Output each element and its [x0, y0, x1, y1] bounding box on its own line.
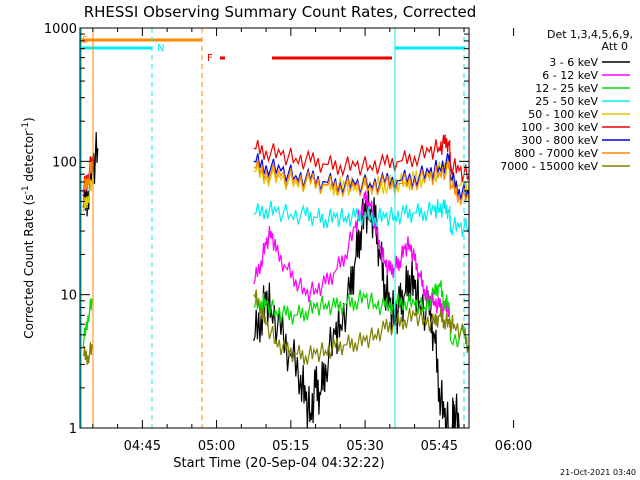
x-tick-label: 04:45: [124, 439, 161, 454]
footer-timestamp: 21-Oct-2021 03:40: [560, 468, 636, 477]
series-8-segment-1: [253, 289, 469, 365]
series-layer: [82, 132, 469, 428]
series-2-segment-0: [82, 298, 94, 348]
legend-label: 25 - 50 keV: [535, 95, 598, 108]
y-axis-label-mid: detector: [22, 131, 36, 186]
y-axis-label-main: Corrected Count Rate (s: [22, 194, 36, 338]
y-axis-label-end: ): [22, 117, 36, 122]
legend-label: 6 - 12 keV: [542, 69, 598, 82]
flag-n: N: [157, 43, 164, 54]
y-axis-label-sup2: -1: [21, 122, 31, 131]
flag-f: F: [207, 53, 213, 64]
x-axis-label: Start Time (20-Sep-04 04:32:22): [173, 456, 384, 471]
series-4-segment-0: [82, 179, 94, 212]
annotation-layer: [80, 28, 465, 428]
y-axis-label: Corrected Count Rate (s-1 detector-1): [21, 117, 36, 338]
series-0-segment-2: [451, 393, 460, 428]
y-tick-label: 10: [60, 289, 77, 304]
y-tick-label: 100: [52, 155, 77, 170]
y-axis-label-sup1: -1: [21, 185, 31, 194]
x-tick-label: 05:15: [272, 439, 309, 454]
y-tick-label: 1000: [44, 22, 77, 37]
x-tick-label: 05:00: [198, 439, 235, 454]
legend-header-attenuator: Att 0: [602, 40, 628, 53]
x-tick-label: 05:45: [421, 439, 458, 454]
legend-label: 12 - 25 keV: [535, 82, 598, 95]
legend-label: 3 - 6 keV: [549, 56, 598, 69]
y-axis: 1 10 100 1000: [44, 22, 469, 437]
flag-s: S: [82, 35, 88, 46]
legend-label: 300 - 800 keV: [521, 134, 598, 147]
series-7-segment-1: [253, 159, 469, 206]
series-8-segment-0: [83, 342, 94, 365]
legend-header-detectors: Det 1,3,4,5,6,9,: [547, 28, 633, 41]
x-axis: 04:45 05:00 05:15 05:30 05:45 06:00: [92, 28, 532, 454]
svg-text:Corrected Count Rate (s-1 dete: Corrected Count Rate (s-1 detector-1): [21, 117, 36, 338]
series-0-segment-1: [253, 187, 450, 428]
legend-label: 50 - 100 keV: [528, 108, 598, 121]
y-tick-label: 1: [69, 422, 77, 437]
series-3-segment-0: [253, 199, 469, 237]
series-5-segment-1: [253, 134, 469, 182]
chart-title: RHESSI Observing Summary Count Rates, Co…: [84, 3, 477, 21]
legend-label: 7000 - 15000 keV: [500, 160, 598, 173]
legend-label: 800 - 7000 keV: [514, 147, 598, 160]
series-0-segment-0: [82, 132, 99, 217]
plot-frame: [79, 27, 470, 429]
series-2-segment-1: [253, 280, 469, 353]
x-tick-label: 06:00: [495, 439, 532, 454]
legend-label: 100 - 300 keV: [521, 121, 598, 134]
series-7-segment-0: [82, 161, 94, 194]
x-tick-label: 05:30: [346, 439, 383, 454]
